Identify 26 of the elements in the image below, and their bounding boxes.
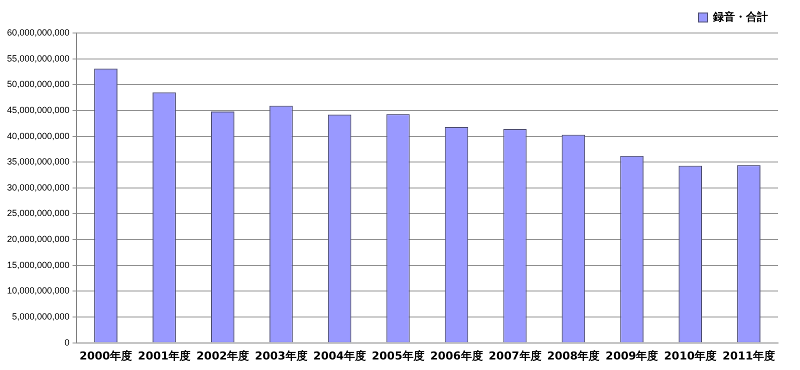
y-tick-label: 55,000,000,000 — [7, 53, 70, 64]
x-tick-label: 2005年度 — [372, 349, 424, 362]
x-tick-label: 2000年度 — [79, 349, 132, 362]
y-tick-label: 60,000,000,000 — [7, 27, 70, 38]
legend-label: 録音・合計 — [712, 10, 768, 24]
x-tick-label: 2004年度 — [313, 349, 366, 362]
y-tick-label: 40,000,000,000 — [7, 130, 70, 141]
x-tick-label: 2006年度 — [430, 349, 483, 362]
y-tick-label: 20,000,000,000 — [7, 234, 70, 244]
y-tick-label: 5,000,000,000 — [12, 311, 70, 322]
y-tick-label: 15,000,000,000 — [7, 260, 70, 270]
x-tick-label: 2001年度 — [138, 349, 191, 362]
y-tick-label: 10,000,000,000 — [7, 286, 70, 296]
x-tick-label: 2008年度 — [547, 349, 600, 362]
x-tick-label: 2002年度 — [196, 349, 250, 362]
y-tick-label: 25,000,000,000 — [7, 208, 70, 218]
x-tick-label: 2003年度 — [254, 349, 308, 362]
y-tick-label: 45,000,000,000 — [7, 104, 70, 115]
y-tick-label: 0 — [64, 337, 70, 348]
x-tick-label: 2007年度 — [488, 349, 542, 362]
x-tick-label: 2010年度 — [664, 349, 717, 362]
y-tick-label: 35,000,000,000 — [7, 156, 70, 167]
y-tick-label: 30,000,000,000 — [7, 182, 70, 192]
y-tick-label: 50,000,000,000 — [7, 79, 70, 90]
x-tick-label: 2009年度 — [606, 349, 658, 362]
x-tick-label: 2011年度 — [722, 349, 776, 362]
